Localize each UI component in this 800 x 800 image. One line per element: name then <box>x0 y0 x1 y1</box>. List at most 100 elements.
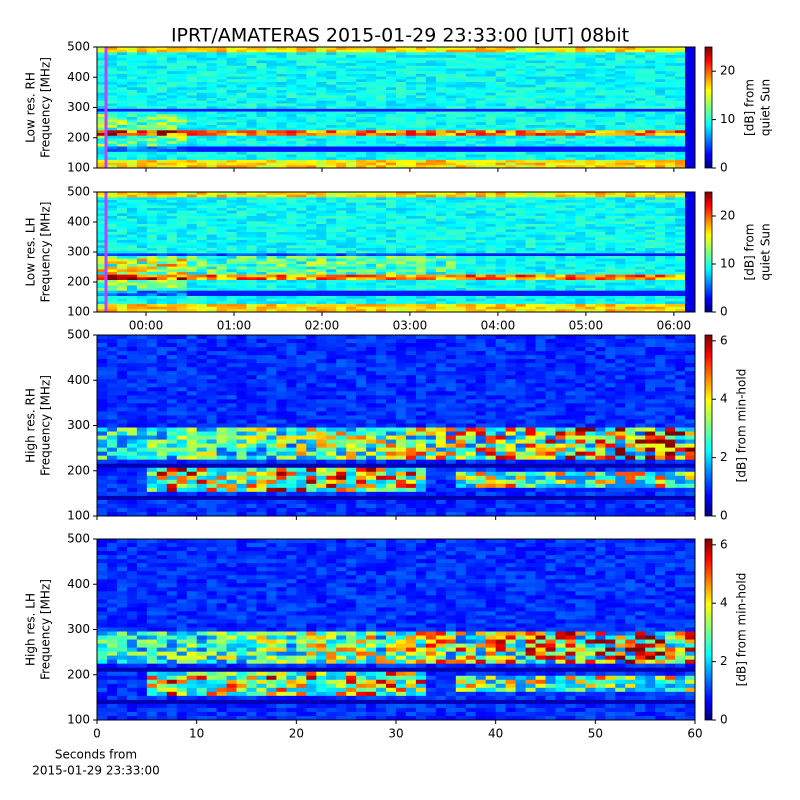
spectrogram-cell <box>425 253 437 257</box>
spectrogram-cell <box>176 127 188 131</box>
spectrogram-cell <box>525 154 537 158</box>
spectrogram-cell <box>326 266 337 270</box>
spectrogram-cell <box>625 277 636 281</box>
spectrogram-cell <box>186 149 198 153</box>
spectrogram-cell <box>306 205 317 209</box>
spectrogram-cell <box>555 253 567 257</box>
spectrogram-cell <box>206 60 218 64</box>
spectrogram-cell <box>156 256 168 260</box>
spectrogram-cell <box>256 95 268 99</box>
spectrogram-cell <box>555 151 567 156</box>
spectrogram-cell <box>485 240 497 244</box>
spectrogram-cell <box>665 282 676 286</box>
spectrogram-cell <box>505 234 517 238</box>
spectrogram-cell <box>555 240 567 244</box>
spectrogram-cell <box>336 143 347 148</box>
spectrogram-cell <box>445 240 457 244</box>
spectrogram-cell <box>615 114 626 118</box>
spectrogram-cell <box>465 280 477 284</box>
spectrogram-cell <box>336 108 347 113</box>
spectrogram-cell <box>336 154 347 158</box>
spectrogram-cell <box>495 98 507 102</box>
spectrogram-cell <box>475 119 487 123</box>
spectrogram-cell <box>146 229 158 233</box>
spectrogram-cell <box>685 274 695 278</box>
spectrogram-cell <box>186 237 198 241</box>
spectrogram-cell <box>106 57 118 62</box>
spectrogram-cell <box>346 149 357 153</box>
spectrogram-cell <box>425 285 437 289</box>
spectrogram-cell <box>316 100 327 105</box>
spectrogram-cell <box>605 71 616 75</box>
spectrogram-cell <box>396 57 407 62</box>
spectrogram-cell <box>376 119 387 123</box>
spectrogram-cell <box>156 122 168 126</box>
spectrogram-cell <box>635 221 646 225</box>
spectrogram-cell <box>366 90 377 94</box>
spectrogram-cell <box>415 71 427 75</box>
spectrogram-cell <box>386 76 397 80</box>
spectrogram-cell <box>186 87 198 91</box>
spectrogram-cell <box>276 232 287 236</box>
spectrogram-cell <box>306 122 317 126</box>
spectrogram-cell <box>495 146 507 150</box>
spectrogram-cell <box>485 282 497 286</box>
spectrogram-cell <box>186 103 198 107</box>
spectrogram-cell <box>306 55 317 59</box>
spectrogram-cell <box>126 162 138 166</box>
spectrogram-cell <box>465 63 477 67</box>
spectrogram-cell <box>625 205 636 209</box>
spectrogram-cell <box>216 154 228 158</box>
spectrogram-cell <box>236 242 248 246</box>
spectrogram-cell <box>176 218 188 222</box>
spectrogram-cell <box>366 100 377 105</box>
spectrogram-cell <box>605 192 616 196</box>
spectrogram-cell <box>685 55 695 59</box>
spectrogram-cell <box>206 92 218 96</box>
spectrogram-cell <box>555 98 567 102</box>
spectrogram-cell <box>675 245 686 249</box>
spectrogram-cell <box>625 98 636 102</box>
spectrogram-cell <box>555 229 567 233</box>
spectrogram-cell <box>565 60 576 64</box>
spectrogram-cell <box>396 146 407 150</box>
spectrogram-cell <box>97 57 108 62</box>
spectrogram-cell <box>146 68 158 72</box>
spectrogram-cell <box>396 269 407 273</box>
spectrogram-cell <box>97 92 108 96</box>
spectrogram-cell <box>366 194 377 198</box>
spectrogram-cell <box>475 124 487 129</box>
spectrogram-cell <box>236 92 248 96</box>
spectrogram-cell <box>216 224 228 228</box>
spectrogram-cell <box>625 95 636 99</box>
spectrogram-cell <box>685 282 695 286</box>
spectrogram-cell <box>256 92 268 96</box>
spectrogram-cell <box>585 122 596 126</box>
spectrogram-cell <box>525 98 537 102</box>
spectrogram-cell <box>525 224 537 228</box>
spectrogram-cell <box>286 224 297 228</box>
spectrogram-cell <box>485 143 497 148</box>
spectrogram-cell <box>645 71 656 75</box>
spectrogram-cell <box>316 73 327 78</box>
spectrogram-cell <box>376 127 387 131</box>
spectrogram-cell <box>525 229 537 233</box>
spectrogram-cell <box>256 87 268 91</box>
spectrogram-cell <box>445 194 457 198</box>
spectrogram-cell <box>366 76 377 80</box>
spectrogram-cell <box>675 81 686 86</box>
spectrogram-cell <box>156 218 168 222</box>
spectrogram-cell <box>106 119 118 123</box>
spectrogram-cell <box>625 79 636 83</box>
spectrogram-cell <box>296 208 307 212</box>
spectrogram-cell <box>246 202 258 206</box>
spectrogram-cell <box>585 81 596 86</box>
spectrogram-cell <box>595 205 606 209</box>
spectrogram-cell <box>455 253 467 257</box>
spectrogram-cell <box>415 200 427 204</box>
spectrogram-cell <box>585 210 596 214</box>
spectrogram-cell <box>126 68 138 72</box>
spectrogram-cell <box>475 154 487 158</box>
spectrogram-cell <box>306 149 317 153</box>
spectrogram-cell <box>605 197 616 201</box>
